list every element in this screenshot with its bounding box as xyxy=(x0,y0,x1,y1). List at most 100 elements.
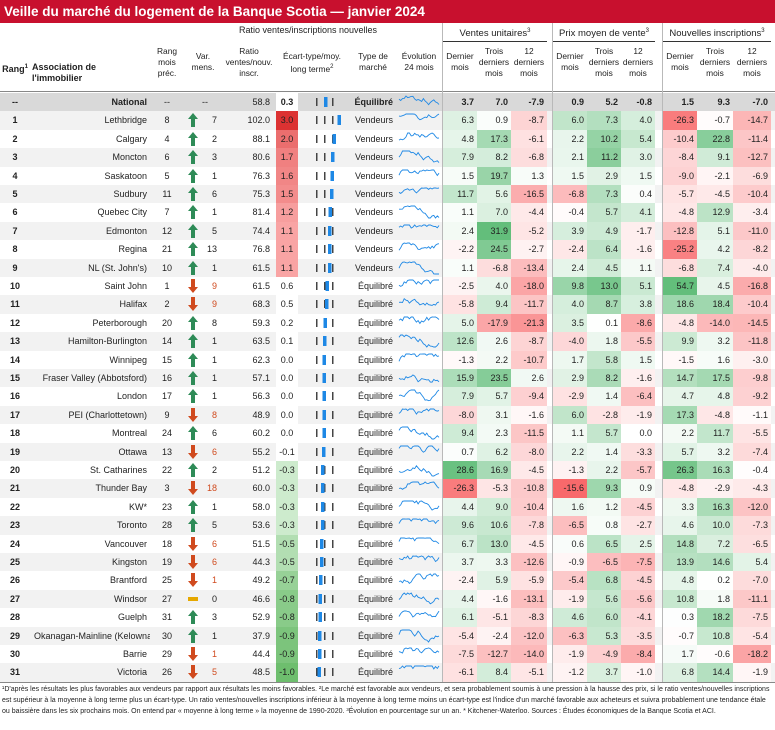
price-value-cell: -8.6 xyxy=(621,313,655,333)
listings-value-cell: -14.7 xyxy=(733,111,771,130)
prev-rank-cell: 12 xyxy=(161,225,172,236)
std-dev-cell: -0.8 xyxy=(276,608,298,627)
association-name: Montreal xyxy=(111,428,147,439)
group-separator xyxy=(442,23,443,682)
listings-value-cell: 11.7 xyxy=(697,424,733,443)
deviation-indicator xyxy=(316,557,334,567)
sales-value-cell: 31.9 xyxy=(477,221,511,241)
ratio-cell: 51.5 xyxy=(252,538,270,549)
listings-value-cell: -11.1 xyxy=(733,589,771,609)
rank-cell: 17 xyxy=(9,409,20,420)
market-type-cell: Équilibré xyxy=(357,520,393,531)
prev-rank-cell: 17 xyxy=(161,391,172,402)
listings-value-cell: 10.8 xyxy=(697,626,733,645)
price-value-cell: 7.3 xyxy=(587,111,621,130)
listings-value-cell: -3.0 xyxy=(733,350,771,369)
sales-value-cell: 6.3 xyxy=(443,111,477,130)
sales-value-cell: -16.5 xyxy=(511,185,547,204)
group-separator xyxy=(662,23,663,682)
sales-value-cell: -12.0 xyxy=(511,626,547,645)
association-name: PEI (Charlottetown) xyxy=(68,409,147,420)
association-name: Edmonton xyxy=(105,225,147,236)
market-type-cell: Équilibré xyxy=(357,428,393,439)
ratio-cell: 102.0 xyxy=(247,115,270,126)
price-value-cell: 4.5 xyxy=(587,258,621,277)
association-name: Sudbury xyxy=(113,189,147,199)
rank-cell: 6 xyxy=(12,207,18,218)
price-value-cell: 5.7 xyxy=(587,424,621,443)
price-value-cell: 5.6 xyxy=(587,589,621,609)
sales-value-cell: 6.1 xyxy=(443,608,477,627)
monthly-change-cell: 0 xyxy=(211,593,217,604)
listings-value-cell: 1.7 xyxy=(663,645,697,664)
listings-group-header: Nouvelles inscriptions3 xyxy=(663,24,771,43)
arrow-down-icon xyxy=(188,407,198,422)
footnotes: ¹D'après les résultats les plus favorabl… xyxy=(2,686,770,715)
sparkline-24-months xyxy=(398,465,440,477)
sales-value-cell: -12.6 xyxy=(511,553,547,572)
sales-value-cell: 19.7 xyxy=(477,166,511,185)
monthly-change-cell: 5 xyxy=(211,520,217,531)
sales-value-cell: 28.6 xyxy=(443,461,477,480)
sparkline-24-months xyxy=(398,665,440,671)
price-value-cell: 6.8 xyxy=(587,571,621,590)
sales-value-cell: -11.5 xyxy=(511,424,547,443)
listings-value-cell: -0.6 xyxy=(697,645,733,664)
ratio-cell: 81.4 xyxy=(252,207,270,218)
rank-cell: 25 xyxy=(9,557,20,567)
monthly-change-cell: 2 xyxy=(211,133,217,144)
listings-value-cell: -26.3 xyxy=(663,111,697,130)
arrow-up-icon xyxy=(188,315,198,330)
std-dev-cell: 0.0 xyxy=(276,387,298,406)
price-value-cell: 1.8 xyxy=(587,332,621,351)
ratio-cell: 55.2 xyxy=(252,446,270,457)
prev-rank-cell: 16 xyxy=(161,373,172,383)
listings-value-cell: -12.7 xyxy=(733,148,771,167)
monthly-change-cell: 1 xyxy=(211,501,217,512)
sales-value-cell: -8.3 xyxy=(511,608,547,627)
price-value-cell: -1.6 xyxy=(621,369,655,388)
sparkline-24-months xyxy=(398,610,440,618)
ratio-cell: 76.8 xyxy=(252,244,270,255)
ratio-cell: 53.6 xyxy=(252,520,270,531)
sales-value-cell: -10.8 xyxy=(511,479,547,498)
listings-value-cell: 14.7 xyxy=(663,369,697,388)
sales-value-cell: 6.7 xyxy=(443,534,477,553)
price-value-cell: -1.7 xyxy=(621,221,655,241)
sales-value-cell: -2.7 xyxy=(511,240,547,259)
price-value-cell: 5.2 xyxy=(605,97,618,107)
sparkline-24-months xyxy=(398,279,439,287)
sales-twelve-months-header: 12 derniers mois xyxy=(513,46,545,78)
ratio-cell: 76.3 xyxy=(252,170,270,181)
association-name: Winnipeg xyxy=(109,354,147,365)
price-twelve-months-header: 12 derniers mois xyxy=(622,46,654,78)
association-name: Kingston xyxy=(111,557,147,567)
ratio-cell: 44.3 xyxy=(252,557,270,567)
market-type-cell: Équilibré xyxy=(357,593,393,604)
association-name: KW* xyxy=(129,501,147,512)
sales-value-cell: -7.8 xyxy=(511,516,547,535)
price-value-cell: 2.5 xyxy=(621,534,655,553)
sales-value-cell: 4.4 xyxy=(443,497,477,517)
monthly-change-cell: 1 xyxy=(211,575,217,586)
price-last-month-header: Dernier mois xyxy=(556,51,584,72)
listings-value-cell: 54.7 xyxy=(663,277,697,296)
association-name: Peterborough xyxy=(92,317,147,328)
prev-rank-cell: 13 xyxy=(161,446,172,457)
ratio-cell: 74.4 xyxy=(252,225,270,236)
sales-value-cell: -8.7 xyxy=(511,111,547,130)
price-three-months-header: Trois derniers mois xyxy=(588,46,620,78)
sparkline-24-months xyxy=(398,500,440,511)
ratio-cell: 52.9 xyxy=(252,612,270,623)
listings-value-cell: -7.0 xyxy=(752,97,768,107)
sales-value-cell: -2.4 xyxy=(477,626,511,645)
sparkline-24-months xyxy=(398,298,440,307)
price-value-cell: -1.0 xyxy=(621,663,655,682)
price-value-cell: -5.6 xyxy=(621,589,655,609)
ratio-header: Ratio ventes/nouv. inscr. xyxy=(225,46,273,78)
sparkline-24-months xyxy=(399,205,440,220)
price-value-cell: 2.9 xyxy=(587,166,621,185)
sales-value-cell: -26.3 xyxy=(443,479,477,498)
price-value-cell: 0.9 xyxy=(621,479,655,498)
deviation-indicator xyxy=(316,612,334,623)
